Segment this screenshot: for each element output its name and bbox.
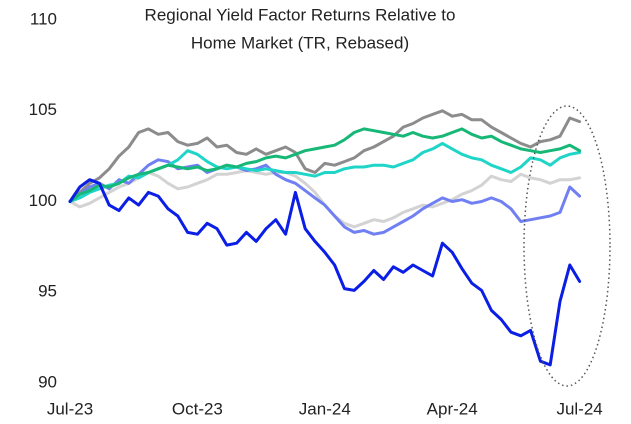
series-line bbox=[68, 109, 582, 203]
highlight-ellipse bbox=[523, 105, 611, 387]
x-tick-label: Jul-23 bbox=[47, 399, 93, 418]
y-tick-label: 100 bbox=[29, 191, 57, 210]
x-tick-label: Apr-24 bbox=[427, 399, 478, 418]
y-tick-label: 95 bbox=[38, 282, 57, 301]
x-tick-label: Oct-23 bbox=[172, 399, 223, 418]
series-line bbox=[68, 158, 582, 236]
y-tick-label: 105 bbox=[29, 100, 57, 119]
y-tick-label: 90 bbox=[38, 372, 57, 391]
y-tick-label: 110 bbox=[30, 9, 57, 28]
chart-title: Home Market (TR, Rebased) bbox=[191, 33, 409, 52]
series-line bbox=[68, 127, 582, 203]
x-tick-label: Jul-24 bbox=[556, 399, 602, 418]
x-tick-label: Jan-24 bbox=[299, 399, 351, 418]
series-line bbox=[68, 169, 582, 229]
series-line bbox=[68, 178, 582, 367]
chart-title: Regional Yield Factor Returns Relative t… bbox=[145, 5, 456, 24]
